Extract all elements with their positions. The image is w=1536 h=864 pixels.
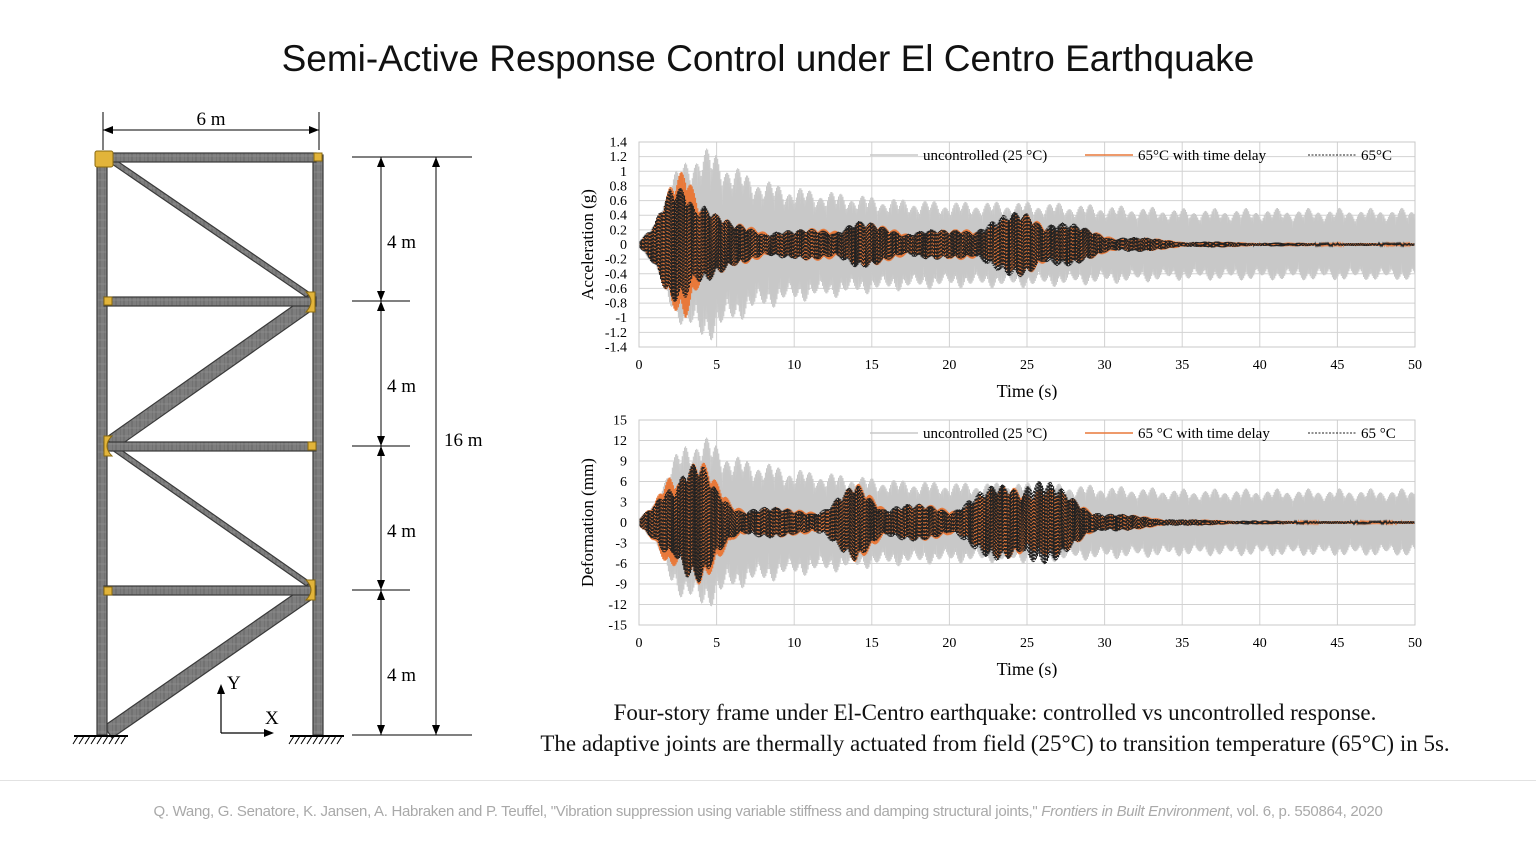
y-tick-label: 15 — [613, 414, 627, 429]
story-1-label: 4 m — [387, 665, 416, 686]
plot-area — [638, 141, 1416, 348]
width-label: 6 m — [196, 109, 225, 130]
y-tick-label: 0 — [620, 516, 627, 531]
x-tick-label: 50 — [1408, 636, 1422, 651]
total-height-label: 16 m — [444, 430, 483, 451]
y-tick-label: 0.2 — [610, 223, 628, 238]
x-tick-label: 15 — [865, 358, 879, 373]
y-tick-label: 0.4 — [610, 209, 628, 224]
y-tick-label: 3 — [620, 496, 627, 511]
y-tick-label: -0.6 — [605, 282, 627, 297]
x-tick-label: 35 — [1175, 636, 1189, 651]
x-tick-label: 5 — [713, 636, 720, 651]
adaptive-joints — [94, 150, 323, 601]
plot-area — [638, 419, 1416, 626]
story-4-label: 4 m — [387, 232, 416, 253]
y-tick-label: -1.4 — [605, 341, 627, 356]
y-tick-label: 6 — [620, 475, 627, 490]
reference: Q. Wang, G. Senatore, K. Jansen, A. Habr… — [0, 803, 1536, 820]
series-line — [638, 463, 1416, 583]
legend-label: 65 °C — [1361, 426, 1396, 442]
legend-label: 65°C with time delay — [1138, 148, 1267, 164]
x-tick-label: 40 — [1253, 358, 1267, 373]
dimension-arrows — [377, 157, 440, 735]
reference-details: , vol. 6, p. 550864, 2020 — [1229, 803, 1383, 820]
chart-legend: uncontrolled (25 °C) 65°C with time delay… — [870, 148, 1392, 164]
chart-traces — [638, 148, 1416, 341]
left-support — [72, 735, 128, 745]
story-3-label: 4 m — [387, 376, 416, 397]
y-axis-label: Deformation (mm) — [578, 458, 597, 587]
y-tick-label: -1.2 — [605, 326, 627, 341]
y-tick-label: 1.4 — [610, 136, 628, 151]
legend-label: 65°C — [1361, 148, 1392, 164]
x-tick-label: 20 — [942, 636, 956, 651]
slide-title: Semi-Active Response Control under El Ce… — [281, 38, 1255, 79]
x-tick-label: 45 — [1330, 358, 1344, 373]
y-tick-label: -1 — [615, 311, 627, 326]
xy-axes — [217, 684, 274, 737]
reference-authors: Q. Wang, G. Senatore, K. Jansen, A. Habr… — [153, 803, 1042, 820]
axis-y-label: Y — [227, 673, 241, 694]
y-tick-label: -0.8 — [605, 297, 627, 312]
chart-legend: uncontrolled (25 °C) 65 °C with time dela… — [870, 426, 1396, 442]
y-tick-label: -12 — [608, 598, 627, 613]
width-dimension — [102, 112, 320, 150]
story-dimensions — [352, 156, 472, 736]
footer-divider — [0, 780, 1536, 781]
y-tick-label: -0.2 — [605, 253, 627, 268]
series-line — [638, 187, 1416, 302]
y-tick-label: -3 — [615, 537, 627, 552]
legend-label: 65 °C with time delay — [1138, 426, 1270, 442]
y-tick-label: 0.8 — [610, 179, 628, 194]
y-tick-label: -9 — [615, 578, 627, 593]
x-tick-label: 30 — [1098, 636, 1112, 651]
x-tick-label: 50 — [1408, 358, 1422, 373]
y-tick-label: 12 — [613, 434, 627, 449]
legend-label: uncontrolled (25 °C) — [923, 148, 1047, 164]
y-tick-label: -15 — [608, 619, 627, 634]
axis-x-label: X — [265, 708, 279, 729]
reference-journal: Frontiers in Built Environment — [1041, 803, 1230, 820]
x-tick-label: 10 — [787, 636, 801, 651]
y-tick-label: 9 — [620, 455, 627, 470]
frame-diagram: 6 m Y X — [72, 109, 483, 745]
legend-label: uncontrolled (25 °C) — [923, 426, 1047, 442]
story-2-label: 4 m — [387, 521, 416, 542]
x-tick-label: 40 — [1253, 636, 1267, 651]
x-tick-label: 25 — [1020, 358, 1034, 373]
y-tick-label: -6 — [615, 557, 627, 572]
x-tick-label: 35 — [1175, 358, 1189, 373]
y-tick-label: 0 — [620, 238, 627, 253]
x-tick-label: 45 — [1330, 636, 1344, 651]
series-line — [638, 148, 1416, 341]
y-axis-label: Acceleration (g) — [578, 189, 597, 300]
caption-line-2: The adaptive joints are thermally actuat… — [540, 731, 1450, 756]
y-tick-label: 0.6 — [610, 194, 628, 209]
y-tick-label: -0.4 — [605, 267, 627, 282]
right-support — [288, 735, 344, 745]
x-tick-label: 25 — [1020, 636, 1034, 651]
x-tick-label: 10 — [787, 358, 801, 373]
chart-ticks: 1.41.210.80.60.40.20-0.2-0.4-0.6-0.8-1-1… — [605, 136, 1422, 374]
x-tick-label: 5 — [713, 358, 720, 373]
x-tick-label: 0 — [636, 636, 643, 651]
x-tick-label: 0 — [636, 358, 643, 373]
chart-traces — [638, 437, 1416, 607]
x-tick-label: 15 — [865, 636, 879, 651]
caption-line-1: Four-story frame under El-Centro earthqu… — [613, 700, 1377, 725]
acceleration-chart: 1.41.210.80.60.40.20-0.2-0.4-0.6-0.8-1-1… — [578, 136, 1422, 401]
y-tick-label: 1.2 — [610, 150, 628, 165]
x-axis-label: Time (s) — [997, 381, 1058, 400]
x-axis-label: Time (s) — [997, 659, 1058, 678]
x-tick-label: 20 — [942, 358, 956, 373]
braces — [103, 151, 319, 739]
x-tick-label: 30 — [1098, 358, 1112, 373]
y-tick-label: 1 — [620, 165, 627, 180]
